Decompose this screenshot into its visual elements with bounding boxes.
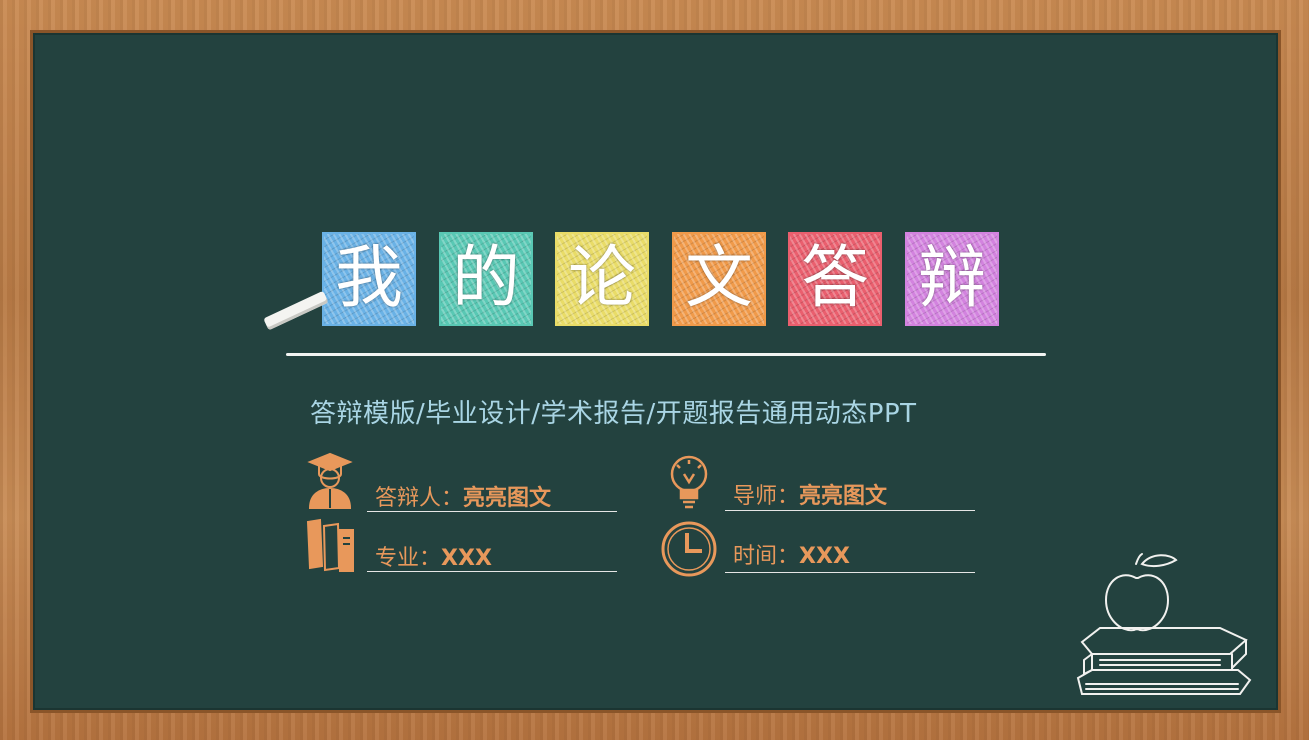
lightbulb-icon [670,455,708,509]
advisor-label: 导师： [733,484,800,509]
time-field: 时间：XXX [733,538,850,570]
presenter-underline [367,511,617,512]
time-label: 时间： [733,544,800,569]
subtitle: 答辩模版/毕业设计/学术报告/开题报告通用动态PPT [310,399,917,429]
title-tile-2: 的 [439,232,533,326]
presenter-field: 答辩人：亮亮图文 [375,480,551,512]
major-value: XXX [441,546,492,571]
time-value: XXX [799,544,850,569]
advisor-underline [725,510,975,511]
title-tile-4: 文 [672,232,766,326]
major-field: 专业：XXX [375,540,492,572]
title-underline [286,353,1046,356]
books-icon [306,518,354,572]
time-underline [725,572,975,573]
clock-icon [661,521,717,577]
apple-books-icon [1076,553,1252,695]
graduate-icon [307,452,353,509]
major-label: 专业： [375,546,442,571]
title-tile-1: 我 [322,232,416,326]
title-tile-3: 论 [555,232,649,326]
title-tile-6: 辩 [905,232,999,326]
advisor-value: 亮亮图文 [799,484,888,509]
chalkboard [33,33,1278,710]
advisor-field: 导师：亮亮图文 [733,478,887,510]
presenter-value: 亮亮图文 [463,486,552,511]
title-tile-5: 答 [788,232,882,326]
presenter-label: 答辩人： [375,486,464,511]
major-underline [367,571,617,572]
